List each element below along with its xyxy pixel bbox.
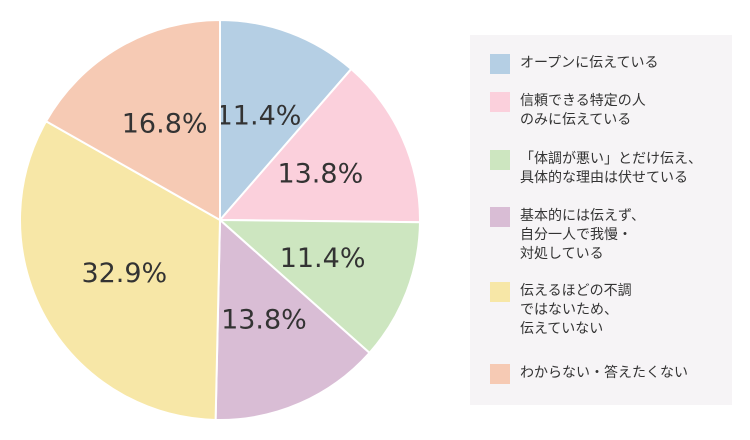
legend-item: 「体調が悪い」とだけ伝え、 具体的な理由は伏せている xyxy=(490,150,702,188)
pie-slice xyxy=(44,18,221,222)
legend-label: オープンに伝えている xyxy=(520,55,659,71)
pie-slice xyxy=(217,218,421,355)
legend-label: わからない・答えたくない xyxy=(520,365,688,381)
legend-swatch xyxy=(490,364,510,384)
value-label: 16.8% xyxy=(122,108,208,139)
legend-item: わからない・答えたくない xyxy=(490,364,688,384)
pie-slice xyxy=(219,18,353,223)
pie-slice xyxy=(217,67,421,224)
legend-label: 信頼できる特定の人 のみに伝えている xyxy=(520,93,646,128)
legend-item: 基本的には伝えず、 自分一人で我慢・ 対処している xyxy=(490,207,645,264)
value-label: 11.4% xyxy=(280,243,366,274)
legend-label: 基本的には伝えず、 自分一人で我慢・ 対処している xyxy=(520,208,646,262)
legend-swatch xyxy=(490,54,510,74)
pie-slice xyxy=(19,119,222,421)
legend-item: 信頼できる特定の人 のみに伝えている xyxy=(490,92,646,130)
legend-swatch xyxy=(490,282,510,302)
legend-swatch xyxy=(490,207,510,227)
legend-label: 伝えるほどの不調 ではないため、 伝えていない xyxy=(520,283,632,337)
value-label: 13.8% xyxy=(221,304,307,335)
value-label: 13.8% xyxy=(277,158,363,189)
legend-swatch xyxy=(490,150,510,170)
pie-slice xyxy=(214,217,371,421)
legend-item: 伝えるほどの不調 ではないため、 伝えていない xyxy=(490,282,632,339)
legend-swatch xyxy=(490,92,510,112)
value-label: 32.9% xyxy=(81,258,167,289)
value-label: 11.4% xyxy=(216,100,302,131)
chart: 11.4% 13.8% 11.4% 13.8% 32.9% 16.8% xyxy=(19,18,421,421)
legend: オープンに伝えている信頼できる特定の人 のみに伝えている「体調が悪い」とだけ伝え… xyxy=(470,35,732,405)
legend-item: オープンに伝えている xyxy=(490,54,658,74)
legend-label: 「体調が悪い」とだけ伝え、 具体的な理由は伏せている xyxy=(520,151,702,186)
